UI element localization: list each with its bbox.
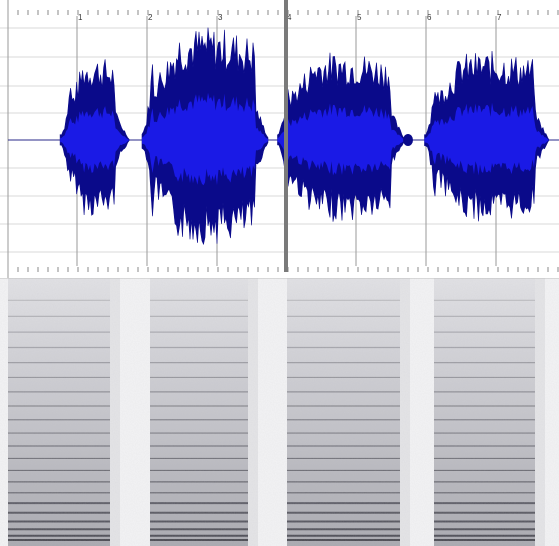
bar-number: 5 [357, 13, 362, 22]
waveform-region-2[interactable] [141, 27, 269, 246]
waveform-core [60, 106, 130, 173]
waveform-view[interactable]: 1 2 3 4 5 6 7 [0, 0, 559, 278]
waveform-region-3[interactable] [277, 52, 406, 222]
waveform-core [424, 102, 549, 176]
bar-number: 4 [287, 13, 292, 22]
waveform-core [277, 103, 405, 176]
waveform-core [142, 92, 268, 186]
bar-number: 2 [148, 13, 153, 22]
spectrogram-noise [0, 278, 559, 546]
bar-number: 3 [218, 13, 223, 22]
waveform-region-4[interactable] [424, 50, 550, 222]
bar-number: 1 [78, 13, 83, 22]
playhead[interactable] [284, 0, 288, 272]
waveform-region-1[interactable] [59, 59, 130, 216]
waveform-blip [403, 134, 413, 146]
spectrogram-panel[interactable] [0, 278, 559, 546]
timeline-ruler[interactable] [7, 10, 559, 272]
spectrogram-view[interactable] [0, 278, 559, 546]
waveform-panel[interactable]: 1 2 3 4 5 6 7 [0, 0, 559, 278]
bar-number: 7 [497, 13, 502, 22]
bar-number: 6 [427, 13, 432, 22]
